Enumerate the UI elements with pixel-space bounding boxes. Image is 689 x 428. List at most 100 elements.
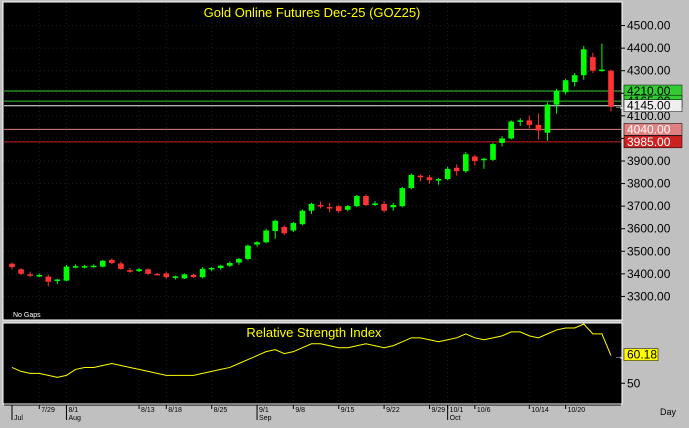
day-tick-label: 10/20 xyxy=(568,407,586,414)
day-tick-label: 9/15 xyxy=(341,407,355,414)
candle-body xyxy=(172,276,179,278)
candle-body xyxy=(408,174,415,189)
candle-body xyxy=(281,226,288,234)
month-tick-label: Aug xyxy=(68,415,81,422)
price-chart-title: Gold Online Futures Dec-25 (GOZ25) xyxy=(204,5,421,20)
level-label-box xyxy=(623,135,683,149)
rsi-tick-label: 50 xyxy=(627,376,641,390)
level-label-box xyxy=(623,123,683,136)
candle-body xyxy=(526,120,533,125)
candle-body xyxy=(535,124,542,131)
candle-body xyxy=(18,269,24,274)
level-label-box xyxy=(623,99,683,112)
candle-body xyxy=(254,242,260,245)
candle-body xyxy=(272,220,279,231)
rsi-last-arrow: → xyxy=(614,352,624,363)
month-tick-label: Jul xyxy=(14,415,23,422)
candle-body xyxy=(363,195,369,206)
day-tick-label: 8/1 xyxy=(68,407,78,414)
day-tick-label: 8/18 xyxy=(168,407,182,414)
month-tick-label: Sep xyxy=(259,415,272,422)
month-tick-label: Oct xyxy=(450,415,461,422)
day-tick-label: 10/6 xyxy=(477,407,491,414)
candle-body xyxy=(27,274,33,276)
candle-body xyxy=(490,144,496,160)
day-tick-label: 9/1 xyxy=(259,407,269,414)
rsi-chart-title: Relative Strength Index xyxy=(246,325,382,340)
candle-body xyxy=(344,206,351,210)
candle-body xyxy=(163,273,170,278)
candle-body xyxy=(45,276,52,282)
candle-body xyxy=(426,177,433,181)
candle-body xyxy=(118,263,124,269)
candle-body xyxy=(599,69,605,72)
day-tick-label: 10/1 xyxy=(450,407,464,414)
level-label: 3985.00 xyxy=(627,135,671,149)
candle-body xyxy=(580,49,587,76)
rsi-line: → xyxy=(11,323,624,378)
candle-body xyxy=(462,154,469,172)
price-tick-label: 3500.00 xyxy=(627,244,671,258)
candle-body xyxy=(553,91,560,105)
day-tick-label: 9/29 xyxy=(431,407,445,414)
candle-body xyxy=(317,205,324,207)
last-price-arrow: → xyxy=(614,102,624,113)
price-tick-label: 3400.00 xyxy=(627,267,671,281)
candle-body xyxy=(590,57,596,71)
day-tick-label: 8/25 xyxy=(214,407,228,414)
price-tick-label: 3600.00 xyxy=(627,222,671,236)
candle-body xyxy=(544,104,551,133)
candle-body xyxy=(390,205,396,208)
candle-body xyxy=(499,138,505,143)
x-axis-label: Day xyxy=(660,407,677,417)
candle-body xyxy=(227,263,233,266)
candle-body xyxy=(481,158,487,161)
candle-body xyxy=(99,260,106,267)
candle-body xyxy=(608,70,614,107)
price-tick-label: 3800.00 xyxy=(627,177,671,191)
candle-body xyxy=(109,259,115,264)
candle-body xyxy=(127,270,133,272)
candle-body xyxy=(299,210,306,225)
candle-body xyxy=(444,168,451,180)
price-tick-label: 3900.00 xyxy=(627,154,671,168)
candle-body xyxy=(181,274,188,279)
date-axis: 7/29 8/1 8/13 8/18 8/25 9/1 9/8 9/15 9/22 9/29 10/… xyxy=(4,404,621,422)
day-tick-label: 10/14 xyxy=(531,407,549,414)
candle-body xyxy=(335,206,342,212)
candle-body xyxy=(90,265,97,268)
candle-body xyxy=(9,263,15,268)
rsi-value-box xyxy=(623,348,659,361)
price-tick-label: 4100.00 xyxy=(627,109,671,123)
candle-body xyxy=(326,207,333,209)
price-tick-label: 3700.00 xyxy=(627,199,671,213)
rsi-polyline xyxy=(11,323,612,378)
candle-body xyxy=(399,188,406,207)
candle-body xyxy=(145,269,151,274)
candle-body xyxy=(217,265,224,268)
rsi-axis: 50 60.18 xyxy=(621,348,659,390)
candle-body xyxy=(208,267,215,270)
no-gaps-note: No Gaps xyxy=(13,312,41,319)
candle-body xyxy=(190,274,197,278)
candle-body xyxy=(417,175,424,178)
candle-body xyxy=(508,121,514,139)
candle-body xyxy=(562,80,569,93)
candle-body xyxy=(54,279,61,282)
candle-body xyxy=(199,268,206,278)
price-tick-label: 4400.00 xyxy=(627,41,671,55)
candle-body xyxy=(63,266,70,281)
candle-body xyxy=(517,120,524,122)
candle-body xyxy=(36,274,43,277)
candle-body xyxy=(245,245,251,259)
price-tick-label: 3300.00 xyxy=(627,289,671,303)
candle-body xyxy=(372,203,378,206)
candle-body xyxy=(154,273,161,276)
day-tick-label: 9/22 xyxy=(386,407,400,414)
level-label: 4040.00 xyxy=(627,122,671,136)
candle-body xyxy=(290,223,297,231)
candle-body xyxy=(354,195,360,207)
